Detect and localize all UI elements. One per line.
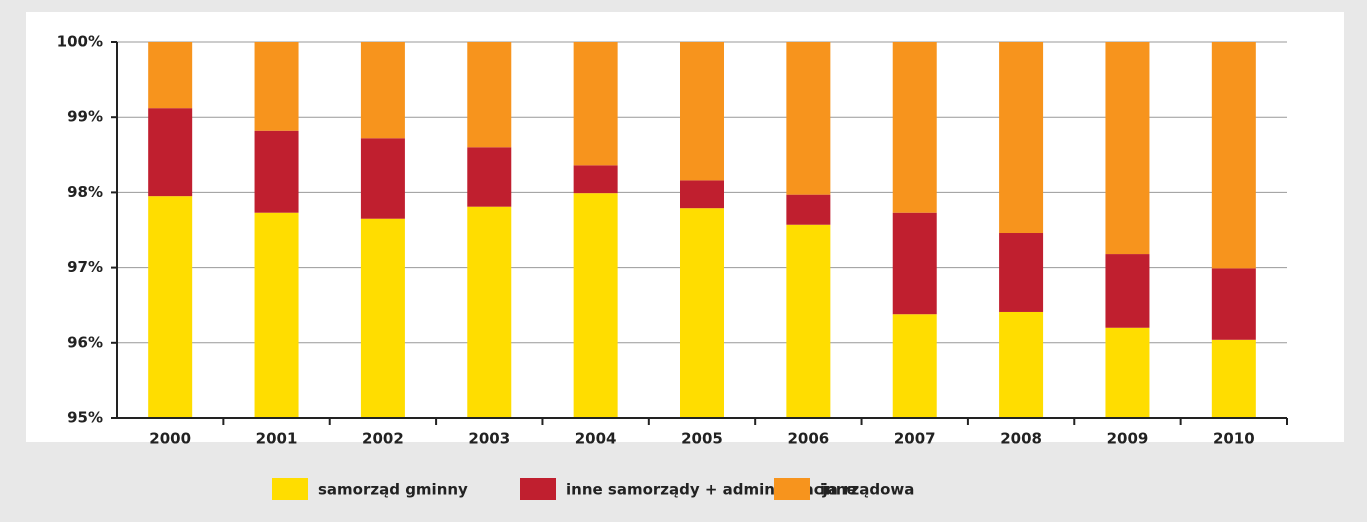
x-tick-label: 2001 (256, 430, 298, 448)
x-tick-label: 2009 (1107, 430, 1149, 448)
bar-segment (360, 218, 405, 418)
x-tick-label: 2010 (1213, 430, 1255, 448)
bar-segment (148, 196, 193, 418)
bar-segment (999, 42, 1044, 234)
y-tick-label: 100% (57, 33, 103, 51)
bar-segment (1211, 339, 1256, 418)
bar-segment (1105, 42, 1150, 255)
x-tick-label: 2007 (894, 430, 936, 448)
legend-swatch (520, 478, 556, 500)
bar-segment (892, 42, 937, 213)
legend-label: inne (820, 481, 857, 499)
bar-segment (467, 206, 512, 418)
y-tick-label: 97% (67, 258, 103, 276)
x-tick-label: 2004 (575, 430, 617, 448)
bar-segment (254, 130, 299, 213)
y-tick-label: 99% (67, 108, 103, 126)
legend-label: inne samorządy + administracja rządowa (566, 481, 914, 499)
bar-segment (467, 147, 512, 207)
bar-segment (360, 42, 405, 139)
bar-segment (573, 165, 618, 194)
bar-segment (467, 42, 512, 148)
bar-segment (680, 208, 724, 418)
bar-segment (1105, 254, 1150, 328)
y-tick-label: 98% (67, 183, 103, 201)
legend-swatch (774, 478, 810, 500)
bar-segment (999, 233, 1044, 312)
x-tick-label: 2006 (787, 430, 829, 448)
x-tick-label: 2003 (468, 430, 510, 448)
bar-segment (786, 224, 831, 418)
bar-segment (573, 193, 618, 418)
bar-segment (892, 314, 937, 418)
bar-segment (999, 311, 1044, 418)
bar-segment (148, 108, 193, 197)
legend-label: samorząd gminny (318, 481, 468, 499)
x-tick-label: 2000 (149, 430, 191, 448)
bar-segment (786, 42, 831, 195)
bar-segment (1211, 42, 1256, 269)
bar-segment (360, 138, 405, 219)
y-tick-label: 95% (67, 409, 103, 427)
bar-segment (573, 42, 618, 166)
legend-swatch (272, 478, 308, 500)
bar-segment (1105, 327, 1150, 418)
y-tick-label: 96% (67, 333, 103, 351)
bar-segment (1211, 268, 1256, 340)
x-tick-label: 2008 (1000, 430, 1042, 448)
bar-segment (254, 212, 299, 418)
bar-segment (680, 180, 724, 209)
x-tick-label: 2005 (681, 430, 723, 448)
x-tick-label: 2002 (362, 430, 404, 448)
bar-segment (148, 42, 193, 109)
bar-segment (254, 42, 299, 131)
bar-segment (786, 194, 831, 225)
bar-segment (892, 212, 937, 315)
bar-segment (680, 42, 724, 181)
